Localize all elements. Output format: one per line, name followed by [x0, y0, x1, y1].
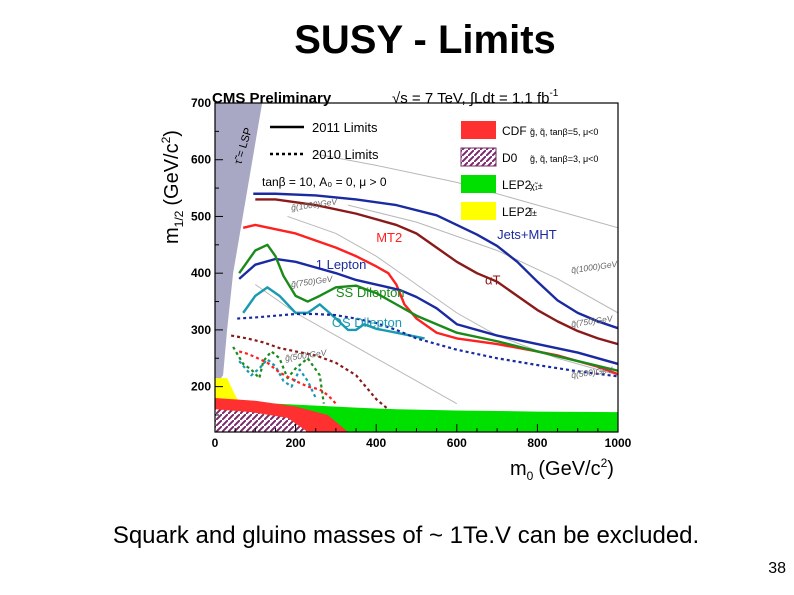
x-axis-label-unit-close: ) [607, 458, 614, 480]
y-axis-label: m1/2 (GeV/c2) [159, 130, 186, 244]
legend-note: tanβ = 10, A₀ = 0, μ > 0 [262, 175, 387, 189]
series-label-alphat: αT [485, 273, 501, 288]
series-label-ss-dilepton: SS Dilepton [336, 285, 405, 300]
x-tick-label: 800 [527, 436, 547, 450]
series-line-1-lepton [238, 257, 618, 366]
x-axis-label: m0 (GeV/c2) [510, 456, 614, 483]
guide-curve [255, 284, 458, 405]
legend-box-label: LEP2 [502, 178, 532, 192]
y-axis-label-unit: (GeV/c [161, 143, 183, 205]
legend-box-swatch [460, 147, 497, 167]
header-energy-sup: -1 [549, 88, 558, 99]
x-tick-label: 200 [286, 436, 306, 450]
page-number: 38 [768, 560, 786, 577]
y-tick-label: 500 [191, 209, 211, 223]
y-axis-label-symbol: m [161, 227, 183, 244]
x-tick-label: 600 [447, 436, 467, 450]
legend-box-note: g̃, q̃, tanβ=5, μ<0 [530, 127, 599, 137]
y-tick-label: 700 [191, 96, 211, 110]
excluded-region-tau-lsp [215, 103, 263, 432]
y-tick-label: 200 [191, 380, 211, 394]
legend-line-label: 2011 Limits [312, 120, 378, 135]
y-tick-label: 600 [191, 153, 211, 167]
y-tick-label: 300 [191, 323, 211, 337]
x-axis-label-unit-sup: 2 [601, 456, 608, 470]
y-tick-label: 400 [191, 266, 211, 280]
y-axis-label-unit-close: ) [161, 130, 183, 137]
series-label-mt2: MT2 [376, 230, 402, 245]
series-label-jets-mht: Jets+MHT [497, 227, 557, 242]
legend-box-label: LEP2 [502, 205, 532, 219]
legend-box-note: χ̃₁± [530, 181, 543, 191]
svg-text:m0(GeV/c2): m0 (GeV/c2) [510, 456, 614, 483]
header-energy-text: √s = 7 TeV, ∫Ldt = 1.1 fb [392, 90, 549, 107]
svg-text:m1/2(GeV/c2): m1/2 (GeV/c2) [159, 130, 186, 244]
susy-limits-chart: Jets+MHT αT MT2 1 Lepton SS Dilepton OS Dilep… [159, 88, 632, 483]
header-energy: √s = 7 TeV, ∫Ldt = 1.1 fb-1 [392, 88, 559, 107]
x-axis-label-unit: (GeV/c [538, 458, 600, 480]
legend-box-swatch [461, 175, 496, 193]
legend-box-note: g̃, q̃, tanβ=3, μ<0 [530, 154, 599, 164]
series-line-alphat [255, 198, 618, 346]
guide-curve [347, 204, 618, 314]
legend-box-note: l̃± [529, 207, 537, 218]
legend-lines: 2011 Limits 2010 Limits tanβ = 10, A₀ = 0,… [262, 120, 387, 189]
series-line-2010-1-lepton [238, 350, 337, 405]
legend-box-label: CDF [502, 124, 527, 138]
legend-line-label: 2010 Limits [312, 147, 379, 162]
excluded-region-d0 [215, 409, 308, 432]
header-left: CMS Preliminary [212, 90, 332, 107]
legend-box-swatch [461, 121, 496, 139]
series-line-ss-dilepton [238, 243, 618, 372]
slide-title: SUSY - Limits [294, 18, 556, 62]
series-label-1-lepton: 1 Lepton [316, 257, 367, 272]
series-label-os-dilepton: OS Dilepton [332, 315, 402, 330]
legend-box-label: D0 [502, 151, 518, 165]
guide-curve [315, 153, 618, 229]
series-line-jets-mht [253, 192, 618, 330]
series-line-os-dilepton [242, 286, 425, 340]
x-tick-label: 1000 [605, 436, 632, 450]
series-line-2010-jets-mht [237, 312, 618, 378]
legend-boxes: CDF g̃, q̃, tanβ=5, μ<0 D0 g̃, q̃, tanβ=3, … [460, 121, 599, 220]
x-tick-label: 0 [212, 436, 219, 450]
x-axis-label-symbol: m [510, 458, 527, 480]
y-axis-label-sub: 1/2 [172, 210, 186, 227]
x-axis-label-sub: 0 [527, 469, 534, 483]
legend-box-swatch [461, 202, 496, 220]
x-tick-label: 400 [366, 436, 386, 450]
plot-area [215, 103, 618, 432]
series-line-2010-os-dilepton [238, 358, 317, 399]
y-axis-label-unit-sup: 2 [159, 136, 173, 143]
slide-caption: Squark and gluino masses of ~ 1Te.V can … [112, 522, 700, 549]
